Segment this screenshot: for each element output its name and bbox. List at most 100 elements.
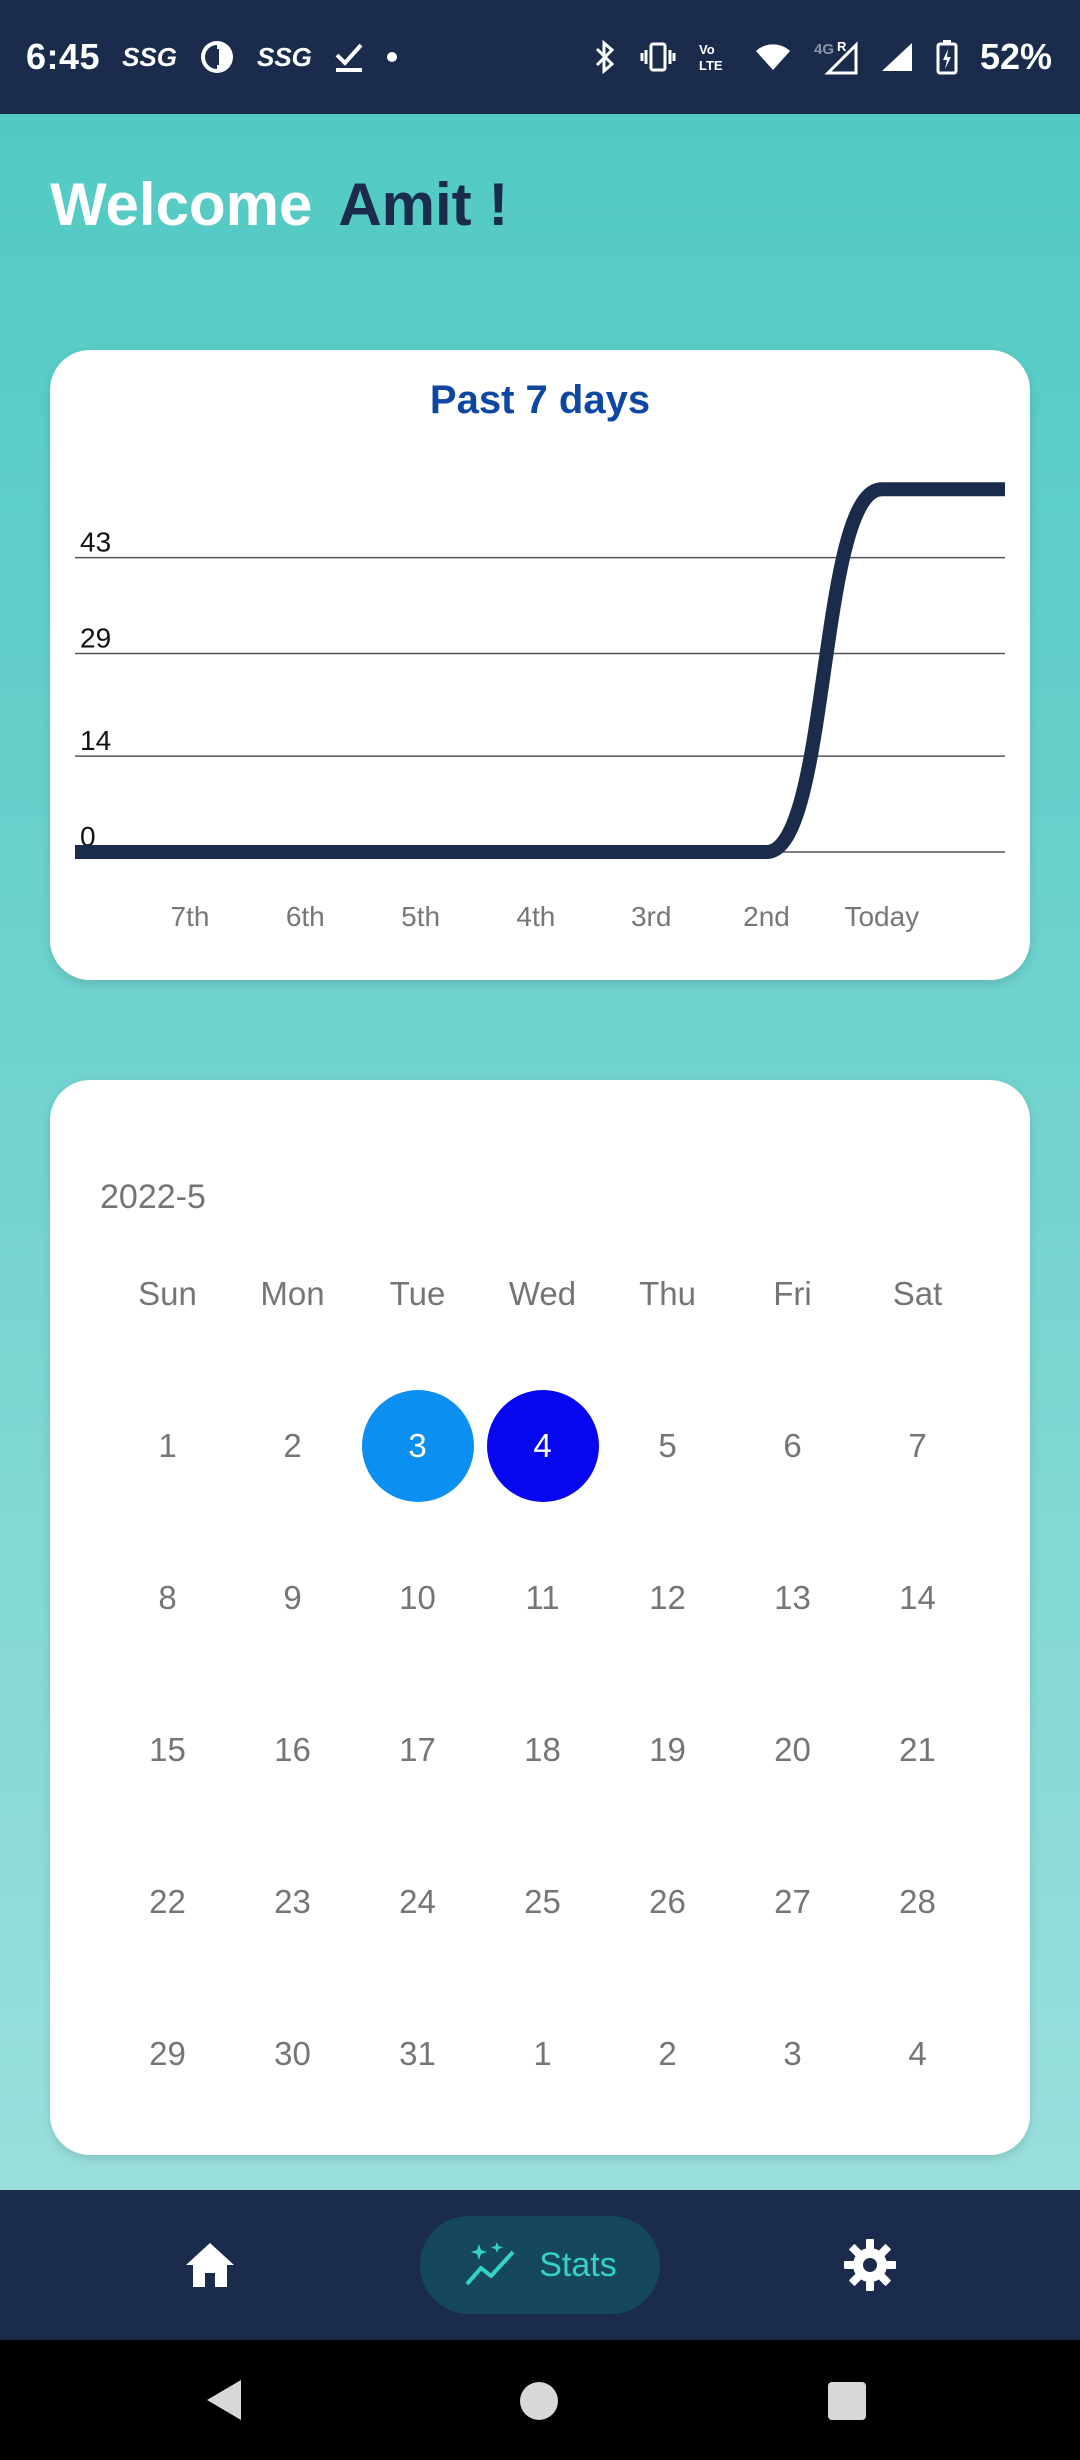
calendar-day[interactable]: 28	[855, 1826, 980, 1978]
y-tick-label: 29	[80, 623, 111, 654]
calendar-day[interactable]: 11	[480, 1522, 605, 1674]
calendar-day[interactable]: 7	[855, 1370, 980, 1522]
calendar-day[interactable]: 26	[605, 1826, 730, 1978]
calendar-day[interactable]: 5	[605, 1370, 730, 1522]
calendar-day[interactable]: 1	[480, 1978, 605, 2130]
calendar-day-selected[interactable]: 4	[480, 1370, 605, 1522]
calendar-day-number: 23	[274, 1883, 311, 1920]
ssg-icon: SSG	[122, 41, 177, 72]
past-7-days-chart-card: Past 7 days 0 14 29 43 7th 6th 5th 4th 3rd 2nd Tod…	[50, 350, 1030, 980]
y-tick-label: 14	[80, 725, 111, 756]
calendar-day[interactable]: 24	[355, 1826, 480, 1978]
calendar-day-number: 31	[399, 2035, 436, 2072]
x-tick-label: 6th	[286, 901, 325, 932]
battery-percent: 52%	[979, 36, 1052, 77]
status-time: 6:45	[26, 36, 101, 77]
calendar-day[interactable]: 31	[355, 1978, 480, 2130]
x-tick-label: 7th	[171, 901, 210, 932]
calendar-day[interactable]: 29	[105, 1978, 230, 2130]
calendar-day[interactable]: 17	[355, 1674, 480, 1826]
dollar-circle-icon	[199, 39, 235, 75]
home-system-button[interactable]	[520, 2382, 558, 2420]
status-bar-left: 6:45 SSG SSG	[26, 36, 398, 78]
calendar-day-number: 27	[774, 1883, 811, 1920]
calendar-day[interactable]: 2	[605, 1978, 730, 2130]
battery-charging-icon	[936, 39, 958, 75]
calendar-day-number: 7	[908, 1427, 927, 1464]
weekday-label: Sat	[892, 1275, 943, 1312]
svg-text:4G: 4G	[814, 41, 834, 58]
calendar-day[interactable]: 3	[730, 1978, 855, 2130]
calendar-day[interactable]: 9	[230, 1522, 355, 1674]
signal-4g-icon: 4G R	[814, 39, 858, 75]
calendar-weekday-header: Sun Mon Tue Wed Thu Fri Sat	[105, 1275, 980, 1313]
calendar-day[interactable]: 16	[230, 1674, 355, 1826]
calendar-day[interactable]: 2	[230, 1370, 355, 1522]
calendar-day[interactable]: 14	[855, 1522, 980, 1674]
calendar-day[interactable]: 4	[855, 1978, 980, 2130]
volte-icon: Vo LTE	[698, 41, 732, 73]
calendar-day-number: 13	[774, 1579, 811, 1616]
calendar-day[interactable]: 13	[730, 1522, 855, 1674]
weekday-label: Tue	[389, 1275, 446, 1312]
nav-settings-button[interactable]	[840, 2235, 900, 2295]
calendar-day-number: 3	[783, 2035, 802, 2072]
nav-home-button[interactable]	[180, 2235, 240, 2295]
calendar-day-number: 24	[399, 1883, 436, 1920]
vibrate-icon	[640, 42, 676, 72]
calendar-day[interactable]: 8	[105, 1522, 230, 1674]
calendar-day-number: 10	[399, 1579, 436, 1616]
calendar-day-number: 6	[783, 1427, 802, 1464]
status-bar: 6:45 SSG SSG Vo LTE	[0, 0, 1080, 114]
calendar-day-number: 8	[158, 1579, 177, 1616]
home-icon	[186, 2243, 234, 2287]
calendar-card: 2022-5 Sun Mon Tue Wed Thu Fri Sat 1 2 3 4 5 6 7 8 9 10…	[50, 1080, 1030, 2155]
calendar-day[interactable]: 20	[730, 1674, 855, 1826]
calendar-day[interactable]: 30	[230, 1978, 355, 2130]
y-tick-label: 43	[80, 527, 111, 558]
calendar-day-number: 4	[486, 1390, 599, 1502]
calendar-day[interactable]: 6	[730, 1370, 855, 1522]
signal-icon	[880, 41, 914, 73]
calendar-day[interactable]: 12	[605, 1522, 730, 1674]
calendar-day[interactable]: 23	[230, 1826, 355, 1978]
calendar-month-label: 2022-5	[100, 1178, 206, 1216]
calendar-day[interactable]: 27	[730, 1826, 855, 1978]
line-chart: 0 14 29 43 7th 6th 5th 4th 3rd 2nd Today	[75, 482, 1005, 932]
calendar-day-selected[interactable]: 3	[355, 1370, 480, 1522]
calendar-day-number: 30	[274, 2035, 311, 2072]
calendar-day[interactable]: 25	[480, 1826, 605, 1978]
calendar-day[interactable]: 22	[105, 1826, 230, 1978]
calendar-day-number: 20	[774, 1731, 811, 1768]
calendar-day-number: 25	[524, 1883, 561, 1920]
calendar-day-number: 5	[658, 1427, 677, 1464]
calendar-grid: 1 2 3 4 5 6 7 8 9 10 11 12 13 14 15 16 17 18 19 20 21 22 23 24 2…	[105, 1370, 980, 2130]
calendar-day-number: 1	[158, 1427, 177, 1464]
calendar-day[interactable]: 1	[105, 1370, 230, 1522]
svg-text:Vo: Vo	[699, 42, 715, 57]
calendar-day-number: 3	[361, 1390, 474, 1502]
x-tick-label: Today	[844, 901, 919, 932]
wifi-icon	[754, 42, 792, 72]
nav-stats-button[interactable]: Stats	[420, 2216, 660, 2314]
status-bar-right: Vo LTE 4G R 52%	[592, 36, 1052, 78]
calendar-day-number: 19	[649, 1731, 686, 1768]
recents-button[interactable]	[828, 2382, 866, 2420]
calendar-day[interactable]: 10	[355, 1522, 480, 1674]
calendar-day-number: 1	[533, 2035, 552, 2072]
calendar-day[interactable]: 19	[605, 1674, 730, 1826]
calendar-day-number: 11	[525, 1579, 560, 1616]
calendar-day-number: 21	[899, 1731, 936, 1768]
calendar-day-number: 17	[399, 1731, 436, 1768]
x-tick-label: 3rd	[631, 901, 671, 932]
calendar-day-number: 18	[524, 1731, 561, 1768]
calendar-day[interactable]: 21	[855, 1674, 980, 1826]
calendar-day-number: 29	[149, 2035, 186, 2072]
download-done-icon	[334, 41, 364, 73]
back-button[interactable]	[205, 2378, 245, 2427]
chart-title: Past 7 days	[429, 378, 651, 422]
weekday-label: Sun	[138, 1275, 197, 1312]
calendar-day[interactable]: 18	[480, 1674, 605, 1826]
calendar-day-number: 16	[274, 1731, 311, 1768]
calendar-day[interactable]: 15	[105, 1674, 230, 1826]
